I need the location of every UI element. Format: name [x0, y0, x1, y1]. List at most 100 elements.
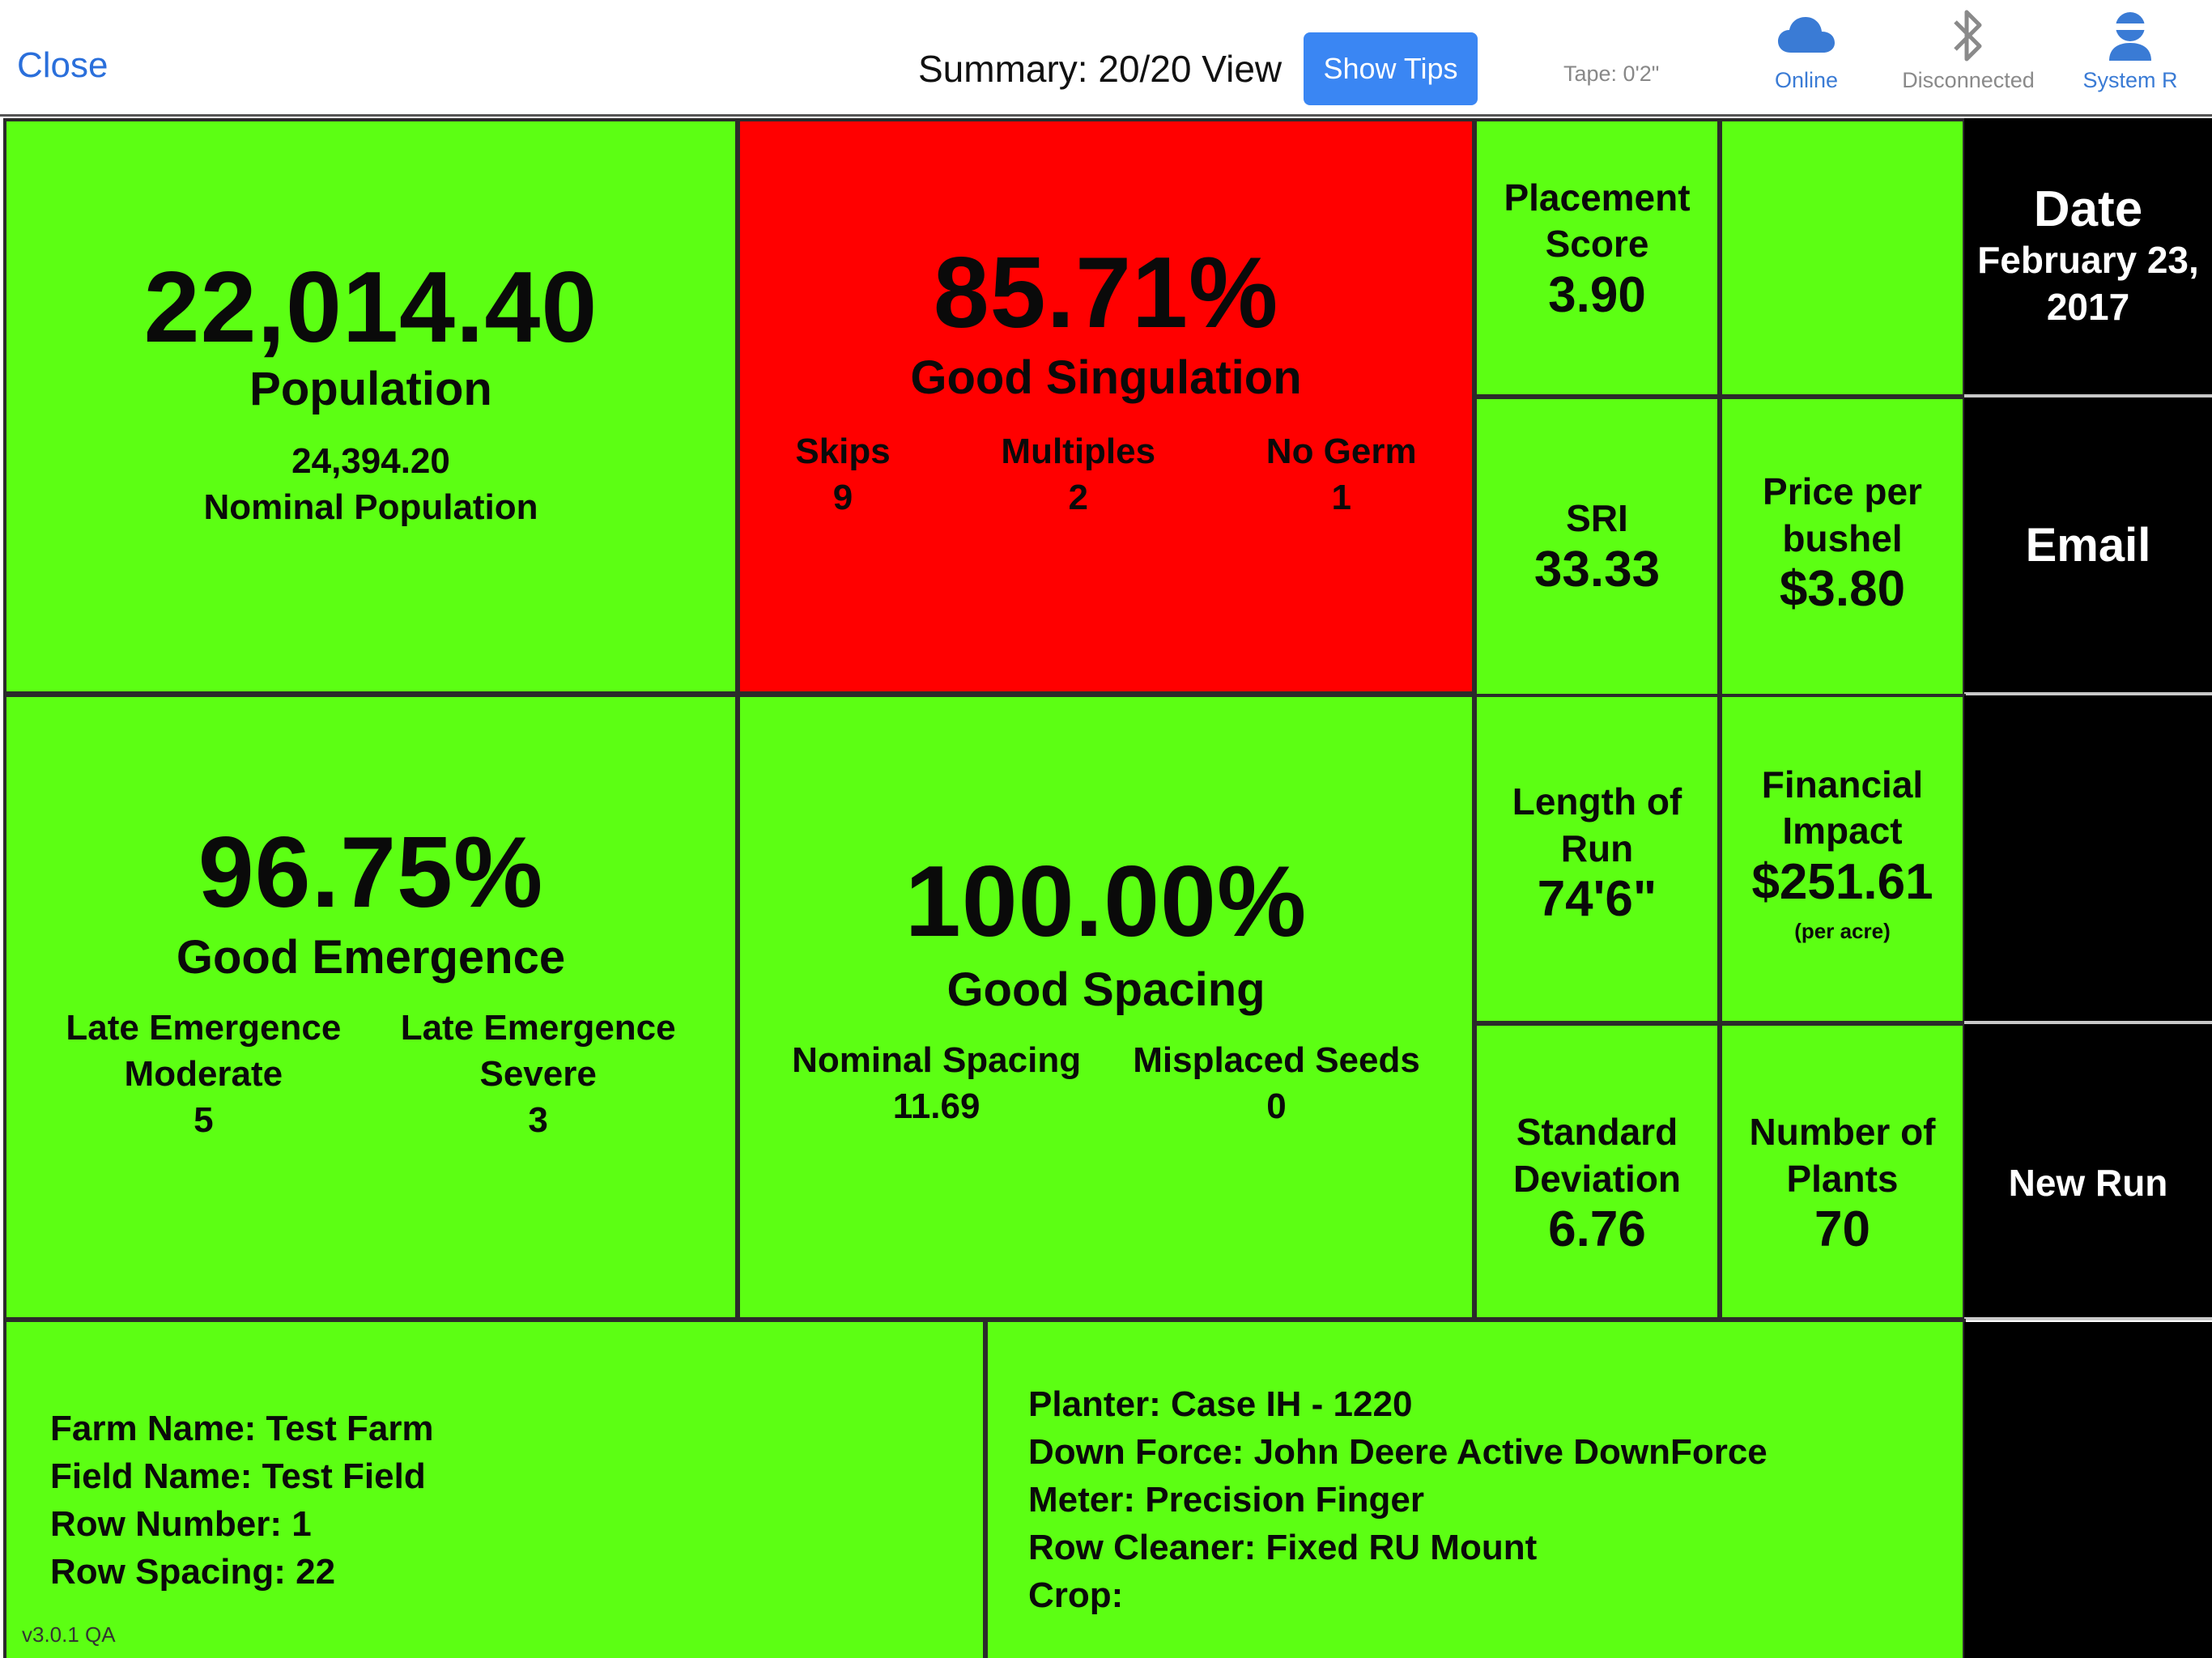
population-tile[interactable]: 22,014.40 Population 24,394.20 Nominal P…	[3, 118, 738, 695]
late-moderate-label-2: Moderate	[124, 1053, 283, 1094]
empty-tile	[1719, 118, 1966, 397]
spacing-tile[interactable]: 100.00% Good Spacing Nominal Spacing 11.…	[737, 694, 1475, 1320]
tape-readout: Tape: 0'2"	[1563, 62, 1660, 86]
plants-value: 70	[1814, 1201, 1870, 1258]
financial-unit: (per acre)	[1794, 918, 1891, 943]
bottom-black-panel	[1964, 1322, 2212, 1658]
version-label: v3.0.1 QA	[22, 1622, 116, 1647]
standard-deviation-tile[interactable]: Standard Deviation 6.76	[1474, 1022, 1721, 1320]
user-icon	[2106, 5, 2155, 66]
nominal-population-label: Nominal Population	[203, 487, 538, 528]
emergence-value: 96.75%	[198, 816, 544, 929]
crop: Crop:	[1028, 1575, 1124, 1615]
late-moderate-label-1: Late Emergence	[66, 1007, 342, 1048]
skips-value: 9	[832, 478, 853, 518]
bluetooth-label: Disconnected	[1902, 68, 2035, 92]
planter-info-list: Planter: Case IH - 1220 Down Force: John…	[1028, 1380, 1767, 1619]
email-label: Email	[2025, 518, 2151, 572]
length-value: 74'6"	[1537, 871, 1657, 928]
misplaced-seeds-stat: Misplaced Seeds 0	[1133, 1037, 1420, 1129]
no-germ-value: 1	[1331, 478, 1351, 518]
misplaced-seeds-value: 0	[1266, 1086, 1287, 1127]
online-status[interactable]: Online	[1725, 5, 1887, 102]
sri-tile[interactable]: SRI 33.33	[1474, 396, 1721, 697]
bluetooth-status[interactable]: Disconnected	[1887, 5, 2049, 102]
date-line-2: 2017	[2046, 285, 2130, 328]
placement-score-title-1: Placement	[1504, 176, 1691, 219]
placement-score-title-2: Score	[1545, 223, 1649, 266]
singulation-value: 85.71%	[933, 237, 1279, 350]
header-bar: Close Summary: 20/20 View Show Tips Tape…	[0, 0, 2212, 117]
price-value: $3.80	[1779, 561, 1906, 618]
singulation-label: Good Singulation	[910, 351, 1302, 405]
bluetooth-icon	[1950, 5, 1986, 66]
length-of-run-tile[interactable]: Length of Run 74'6"	[1474, 694, 1721, 1024]
user-label: System R	[2082, 68, 2178, 92]
late-moderate-value: 5	[194, 1099, 214, 1140]
farm-name: Farm Name: Test Farm	[50, 1409, 434, 1448]
multiples-stat: Multiples 2	[1001, 428, 1155, 521]
length-title-2: Run	[1560, 827, 1634, 869]
farm-info-panel: Farm Name: Test Farm Field Name: Test Fi…	[3, 1319, 986, 1658]
no-germ-label: No Germ	[1266, 432, 1417, 472]
nominal-spacing-value: 11.69	[892, 1086, 981, 1127]
cloud-icon	[1776, 5, 1836, 66]
emergence-tile[interactable]: 96.75% Good Emergence Late Emergence Mod…	[3, 694, 738, 1320]
date-title: Date	[2033, 181, 2143, 237]
price-title-2: bushel	[1782, 517, 1903, 559]
misplaced-seeds-label: Misplaced Seeds	[1133, 1040, 1420, 1081]
plants-title-1: Number of	[1749, 1111, 1936, 1154]
row-spacing: Row Spacing: 22	[50, 1552, 336, 1592]
row-cleaner: Row Cleaner: Fixed RU Mount	[1028, 1528, 1538, 1567]
date-line-1: February 23,	[1977, 239, 2199, 282]
page-title: Summary: 20/20 View	[918, 48, 1283, 90]
late-severe-label-1: Late Emergence	[400, 1007, 676, 1048]
price-title-1: Price per	[1763, 470, 1922, 513]
price-tile[interactable]: Price per bushel $3.80	[1719, 396, 1966, 697]
spacing-label: Good Spacing	[946, 963, 1266, 1017]
late-severe-value: 3	[528, 1099, 548, 1140]
field-name: Field Name: Test Field	[50, 1456, 426, 1496]
farm-info-list: Farm Name: Test Farm Field Name: Test Fi…	[50, 1405, 434, 1596]
spacing-value: 100.00%	[904, 846, 1308, 959]
stddev-title-2: Deviation	[1512, 1157, 1682, 1200]
nominal-population-value: 24,394.20	[291, 441, 450, 482]
planter-info-panel: Planter: Case IH - 1220 Down Force: John…	[985, 1319, 1966, 1658]
blank-panel	[1964, 695, 2212, 1024]
financial-impact-tile[interactable]: Financial Impact $251.61 (per acre)	[1719, 694, 1966, 1024]
financial-title-2: Impact	[1782, 810, 1903, 852]
placement-score-tile[interactable]: Placement Score 3.90	[1474, 118, 1721, 397]
singulation-tile[interactable]: 85.71% Good Singulation Skips 9 Multiple…	[737, 118, 1475, 695]
population-value: 22,014.40	[143, 252, 598, 364]
stddev-value: 6.76	[1548, 1201, 1646, 1258]
plants-title-2: Plants	[1786, 1157, 1899, 1200]
length-title-1: Length of	[1512, 780, 1682, 823]
no-germ-stat: No Germ 1	[1266, 428, 1417, 521]
planter: Planter: Case IH - 1220	[1028, 1384, 1413, 1424]
multiples-value: 2	[1068, 478, 1088, 518]
spacing-breakdown: Nominal Spacing 11.69 Misplaced Seeds 0	[740, 1037, 1472, 1129]
new-run-label: New Run	[2008, 1162, 2168, 1204]
placement-score-value: 3.90	[1548, 266, 1646, 323]
late-severe-stat: Late Emergence Severe 3	[401, 1005, 676, 1144]
sri-value: 33.33	[1534, 541, 1661, 597]
close-button[interactable]: Close	[17, 45, 108, 85]
number-of-plants-tile[interactable]: Number of Plants 70	[1719, 1022, 1966, 1320]
multiples-label: Multiples	[1001, 432, 1156, 472]
meter: Meter: Precision Finger	[1028, 1480, 1425, 1520]
skips-label: Skips	[795, 432, 891, 472]
skips-stat: Skips 9	[795, 428, 890, 521]
user-status[interactable]: System R	[2049, 5, 2211, 102]
new-run-button[interactable]: New Run	[1964, 1024, 2212, 1320]
emergence-label: Good Emergence	[176, 930, 566, 984]
show-tips-button[interactable]: Show Tips	[1304, 32, 1478, 105]
nominal-spacing-stat: Nominal Spacing 11.69	[792, 1037, 1081, 1129]
email-button[interactable]: Email	[1964, 397, 2212, 695]
population-label: Population	[249, 363, 492, 416]
financial-value: $251.61	[1751, 853, 1933, 910]
row-number: Row Number: 1	[50, 1504, 312, 1544]
late-moderate-stat: Late Emergence Moderate 5	[66, 1005, 341, 1144]
online-label: Online	[1774, 68, 1839, 92]
nominal-spacing-label: Nominal Spacing	[792, 1040, 1082, 1081]
